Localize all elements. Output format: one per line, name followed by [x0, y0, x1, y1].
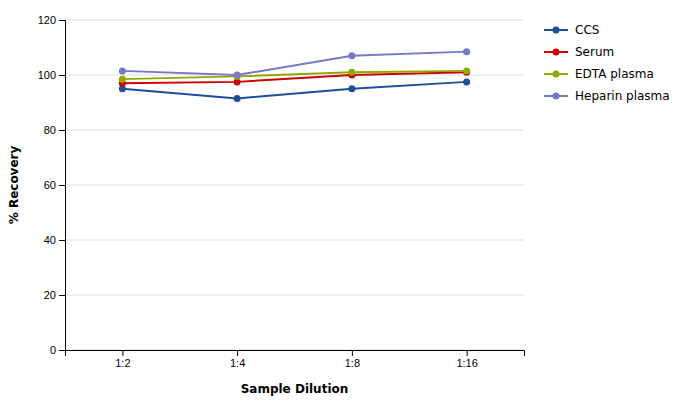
y-tick: 80 [44, 124, 65, 136]
legend-item: Serum [544, 45, 614, 59]
series-marker [348, 85, 355, 92]
y-tick: 120 [38, 14, 65, 26]
x-tick-label: 1:16 [456, 357, 477, 369]
legend-label: Heparin plasma [575, 89, 670, 103]
y-tick-mark [59, 75, 65, 76]
y-tick-mark [59, 20, 65, 21]
y-axis-title: % Recovery [7, 146, 21, 225]
x-tick: 1:4 [230, 350, 245, 369]
series-group [119, 48, 470, 102]
legend-marker [553, 27, 560, 34]
y-tick: 40 [44, 234, 65, 246]
plot: 1:2 1:4 1:8 1:16 0 20 40 60 80 100 120 [38, 14, 525, 369]
y-axis-line [59, 21, 66, 351]
grid-line [65, 20, 524, 21]
grid-line [65, 295, 524, 296]
series-marker [234, 95, 241, 102]
legend-marker [553, 93, 560, 100]
series-marker [463, 67, 470, 74]
legend-label: EDTA plasma [575, 67, 654, 81]
x-tick: 1:16 [456, 350, 477, 369]
y-tick-label: 60 [44, 179, 56, 191]
x-axis-line [66, 351, 525, 357]
chart: 1:2 1:4 1:8 1:16 0 20 40 60 80 100 120 Sample Dilut… [0, 0, 694, 405]
series [119, 69, 470, 87]
series-marker [234, 72, 241, 79]
series-line [122, 82, 466, 99]
x-axis: 1:2 1:4 1:8 1:16 [66, 350, 525, 369]
legend-marker [553, 49, 560, 56]
legend-item: Heparin plasma [544, 89, 670, 103]
x-tick-label: 1:4 [230, 357, 245, 369]
x-axis-title: Sample Dilution [241, 382, 349, 396]
x-tick-mark [237, 350, 238, 356]
y-tick-mark [59, 185, 65, 186]
x-tick-mark [122, 350, 123, 356]
y-tick-label: 20 [44, 289, 56, 301]
y-tick: 20 [44, 289, 65, 301]
series [119, 48, 470, 78]
y-axis: 0 20 40 60 80 100 120 [38, 14, 66, 356]
y-tick-mark [59, 295, 65, 296]
series-line [122, 52, 466, 75]
y-tick-label: 120 [38, 14, 56, 26]
legend: CCS Serum EDTA plasma Heparin plasma [544, 23, 670, 103]
legend-label: Serum [575, 45, 614, 59]
series [119, 67, 470, 82]
series-marker [348, 69, 355, 76]
series-marker [463, 78, 470, 85]
legend-item: EDTA plasma [544, 67, 654, 81]
grid-line [65, 240, 524, 241]
x-tick-mark [352, 350, 353, 356]
x-tick: 1:2 [115, 350, 130, 369]
y-tick-mark [59, 240, 65, 241]
series-marker [119, 67, 126, 74]
series-marker [348, 52, 355, 59]
y-tick-mark [59, 130, 65, 131]
y-tick-label: 80 [44, 124, 56, 136]
x-tick: 1:8 [345, 350, 360, 369]
x-tick-label: 1:2 [115, 357, 130, 369]
y-tick-label: 0 [50, 344, 56, 356]
series-marker [463, 48, 470, 55]
y-tick-label: 100 [38, 69, 56, 81]
x-tick-mark [467, 350, 468, 356]
y-tick: 60 [44, 179, 65, 191]
legend-marker [553, 71, 560, 78]
grid-line [65, 130, 524, 131]
grid [65, 20, 524, 350]
legend-item: CCS [544, 23, 599, 37]
grid-line [65, 185, 524, 186]
legend-label: CCS [575, 23, 599, 37]
x-tick-label: 1:8 [345, 357, 360, 369]
y-tick: 100 [38, 69, 65, 81]
y-tick: 0 [50, 344, 65, 356]
y-tick-label: 40 [44, 234, 56, 246]
y-tick-mark [59, 350, 65, 351]
series-marker [119, 76, 126, 83]
